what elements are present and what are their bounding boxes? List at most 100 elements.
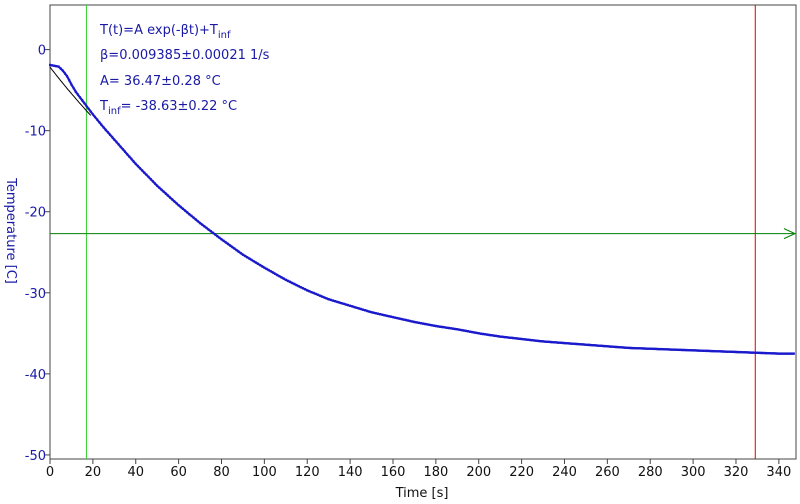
data-point: [584, 343, 587, 346]
data-point: [518, 337, 521, 340]
data-point: [325, 297, 328, 300]
data-point: [499, 335, 502, 338]
data-point: [201, 223, 204, 226]
data-point: [537, 339, 540, 343]
data-point: [81, 99, 84, 102]
data-point: [490, 334, 493, 337]
data-point: [443, 326, 446, 329]
data-point: [239, 252, 242, 255]
data-point: [336, 300, 339, 304]
data-point: [756, 351, 759, 354]
data-point: [690, 349, 692, 352]
data-point: [439, 325, 442, 328]
data-point: [149, 178, 152, 181]
data-point: [430, 324, 433, 327]
data-point: [653, 347, 656, 351]
data-point: [387, 315, 390, 318]
cursor-arrow-head: [783, 228, 797, 240]
data-point: [747, 351, 750, 354]
data-point: [445, 326, 448, 329]
data-point: [621, 346, 624, 349]
data-point: [147, 175, 150, 179]
data-point: [392, 315, 394, 319]
data-point: [589, 343, 592, 347]
data-point: [578, 343, 581, 346]
data-point: [132, 160, 135, 163]
x-axis: 0 20 40 60 80 100 120 140 160 180 200 220 240 260 280 3…: [46, 459, 791, 480]
data-point: [595, 344, 598, 347]
data-point: [349, 304, 352, 307]
fit-curve: [49, 66, 92, 116]
data-point: [396, 316, 399, 320]
annotation-tinf: Tinf= -38.63±0.22 °C: [99, 99, 237, 117]
data-point: [282, 277, 285, 280]
data-point: [460, 328, 463, 332]
data-point: [203, 225, 206, 228]
data-point: [286, 279, 289, 283]
data-point: [696, 349, 699, 352]
data-point: [143, 171, 146, 174]
data-point: [529, 338, 532, 342]
data-point: [409, 319, 412, 323]
data-point: [419, 322, 422, 325]
data-point: [381, 313, 384, 316]
data-point: [479, 332, 482, 335]
data-point: [173, 200, 176, 203]
data-point: [289, 280, 292, 284]
x-tick-label: 160: [381, 465, 406, 480]
data-point: [565, 342, 568, 345]
data-point: [477, 332, 480, 335]
data-point: [334, 300, 337, 303]
data-point: [548, 340, 551, 344]
x-tick-label: 120: [295, 465, 320, 480]
data-point: [739, 350, 742, 354]
data-point: [651, 347, 654, 350]
data-point: [524, 338, 527, 341]
data-point: [256, 262, 259, 265]
data-point: [647, 347, 650, 350]
data-series-layer: [49, 63, 795, 355]
data-point: [377, 312, 379, 315]
data-point: [557, 341, 560, 344]
data-point: [220, 238, 223, 241]
data-point: [717, 350, 720, 353]
x-tick-label: 140: [338, 465, 363, 480]
data-point: [109, 133, 111, 136]
data-point: [608, 345, 611, 348]
data-point: [364, 309, 367, 312]
data-point: [106, 131, 109, 134]
data-point: [261, 265, 264, 268]
data-point: [730, 350, 733, 353]
data-point: [707, 349, 710, 353]
data-point: [531, 339, 534, 342]
data-point: [169, 196, 171, 199]
data-point: [186, 211, 189, 214]
data-point: [610, 345, 613, 348]
x-tick-label: 180: [423, 465, 448, 480]
data-point: [597, 344, 600, 347]
data-point: [166, 194, 169, 197]
data-point: [777, 352, 780, 355]
data-point: [246, 256, 249, 259]
x-tick-label: 80: [213, 465, 230, 480]
data-point: [454, 327, 457, 331]
data-point: [407, 319, 409, 322]
data-point: [441, 325, 444, 329]
data-point: [452, 327, 454, 330]
data-point: [293, 282, 296, 286]
data-point: [263, 266, 266, 269]
data-point: [638, 347, 641, 350]
data-point: [415, 321, 418, 324]
data-point: [576, 342, 579, 346]
y-tick-label: -20: [25, 206, 46, 221]
data-point: [743, 351, 746, 354]
data-point: [252, 260, 255, 263]
data-point: [458, 328, 461, 331]
annotation-formula: T(t)=A exp(-βt)+Tinf: [99, 23, 231, 41]
data-point: [552, 341, 555, 344]
data-point: [59, 67, 62, 70]
data-point: [437, 325, 439, 328]
data-point: [698, 349, 701, 352]
data-point: [304, 288, 307, 291]
